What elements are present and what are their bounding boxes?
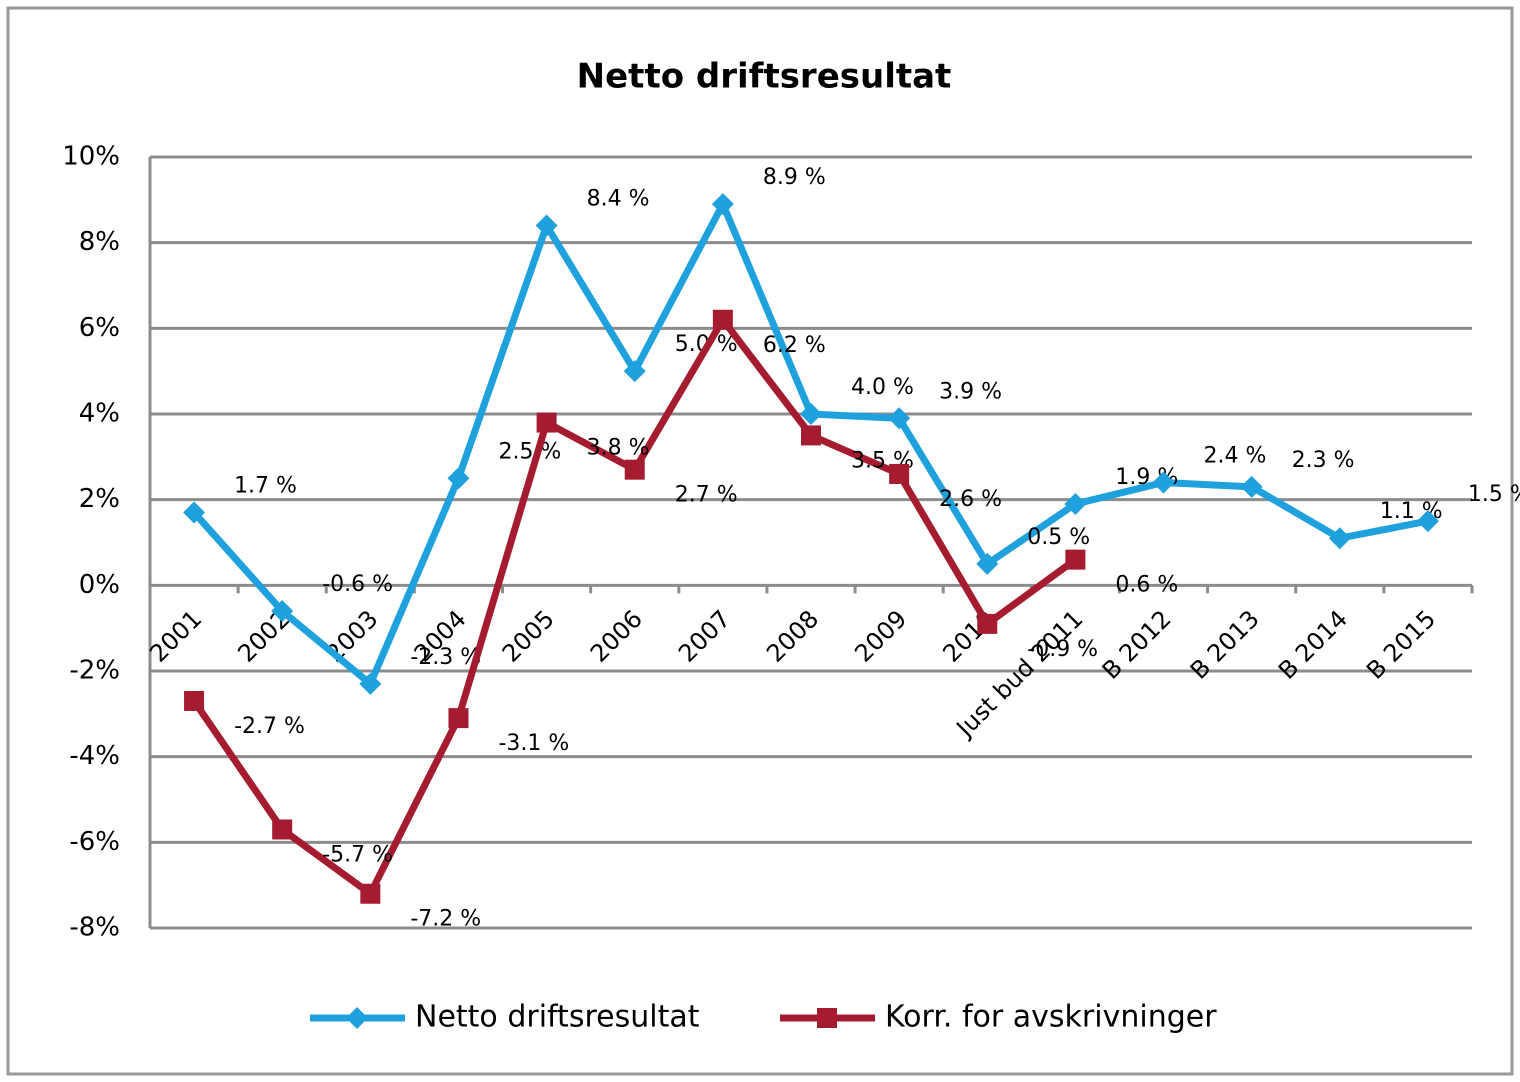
data-label: 8.9 % (763, 165, 826, 190)
data-point (624, 459, 645, 480)
data-point (1064, 492, 1087, 515)
data-point (801, 425, 821, 446)
data-label: 3.9 % (939, 379, 1002, 404)
y-tick-label: -4% (69, 741, 120, 771)
y-tick-label: 2% (79, 484, 120, 514)
data-label: 6.2 % (763, 333, 826, 358)
data-label: 2.6 % (939, 487, 1002, 512)
data-point (272, 819, 293, 840)
data-point (1240, 475, 1263, 498)
legend-label: Korr. for avskrivninger (885, 1000, 1217, 1035)
legend-marker (346, 1007, 368, 1029)
y-tick-label: 4% (79, 399, 120, 429)
data-label: 8.4 % (587, 187, 650, 212)
data-point (1328, 527, 1351, 550)
data-label: -2.7 % (234, 714, 305, 739)
data-label: -7.2 % (410, 907, 481, 932)
data-point (800, 403, 822, 425)
data-point (447, 467, 470, 490)
data-point (360, 883, 381, 904)
data-point (711, 193, 734, 216)
legend-label: Netto driftsresultat (415, 1000, 700, 1035)
data-point (535, 214, 558, 237)
data-point (1065, 549, 1086, 570)
data-label: -3.1 % (498, 731, 569, 756)
data-point (271, 600, 294, 623)
legend-marker (817, 1008, 837, 1028)
data-point (889, 463, 910, 484)
data-label: 0.5 % (1027, 525, 1090, 550)
data-point (712, 309, 733, 330)
data-label: -5.7 % (322, 842, 393, 867)
data-label: 1.7 % (234, 474, 297, 499)
data-point (359, 672, 382, 695)
y-tick-label: 10% (62, 142, 120, 172)
data-point (448, 708, 469, 729)
data-label: 0.6 % (1115, 573, 1178, 598)
data-point (977, 613, 998, 634)
data-label: 2.7 % (675, 483, 738, 508)
data-label: 2.3 % (1292, 448, 1355, 473)
y-tick-label: 6% (79, 313, 120, 343)
data-point (536, 412, 557, 433)
data-label: -0.9 % (1027, 637, 1098, 662)
y-tick-label: -8% (69, 913, 120, 943)
y-tick-label: -6% (69, 827, 120, 857)
y-tick-label: -2% (69, 656, 120, 686)
chart-title: Netto driftsresultat (577, 57, 952, 97)
data-point (623, 360, 646, 383)
data-label: 2.5 % (498, 439, 561, 464)
chart-frame (6, 6, 1514, 1076)
data-point (1416, 510, 1439, 533)
y-tick-label: 0% (79, 570, 120, 600)
data-point (184, 690, 205, 711)
data-point (1152, 471, 1175, 494)
data-point (183, 501, 206, 524)
data-label: 2.4 % (1204, 444, 1267, 469)
data-label: 1.5 % (1468, 482, 1520, 507)
data-point (976, 552, 999, 575)
data-label: -2.3 % (410, 645, 481, 670)
data-point (888, 407, 911, 430)
data-label: 4.0 % (851, 375, 914, 400)
data-label: 3.8 % (587, 436, 650, 461)
y-tick-label: 8% (79, 227, 120, 257)
data-label: -0.6 % (322, 572, 393, 597)
